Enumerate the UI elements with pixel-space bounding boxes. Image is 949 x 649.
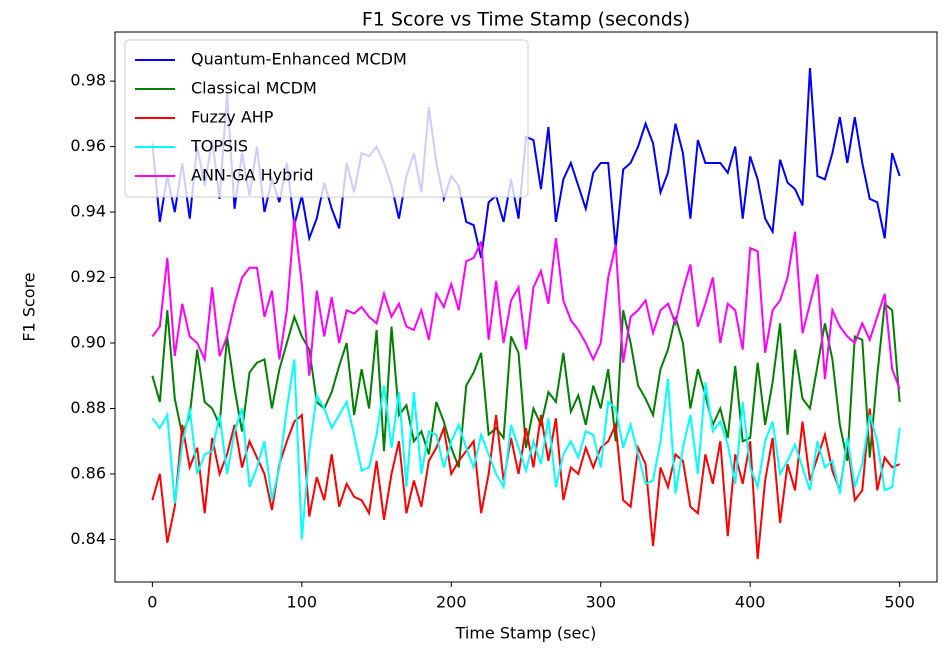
legend: Quantum-Enhanced MCDM Classical MCDM Fuzzy… — [124, 39, 529, 198]
legend-label: ANN-GA Hybrid — [191, 166, 314, 185]
x-tick-label: 300 — [585, 593, 616, 612]
x-tick-label: 500 — [884, 593, 915, 612]
x-axis-label: Time Stamp (sec) — [455, 624, 597, 643]
y-tick-label: 0.98 — [70, 71, 106, 90]
x-tick-label: 200 — [436, 593, 467, 612]
y-tick-label: 0.84 — [70, 529, 106, 548]
legend-label: Classical MCDM — [191, 79, 317, 98]
y-tick-label: 0.96 — [70, 136, 106, 155]
y-tick-label: 0.94 — [70, 202, 106, 221]
y-tick-label: 0.90 — [70, 333, 106, 352]
y-tick-label: 0.86 — [70, 463, 106, 482]
legend-label: Fuzzy AHP — [191, 108, 274, 127]
series-line — [151, 359, 901, 540]
legend-label: Quantum-Enhanced MCDM — [191, 50, 407, 69]
x-tick-label: 100 — [287, 593, 318, 612]
x-tick-label: 400 — [735, 593, 766, 612]
x-tick-label: 0 — [147, 593, 157, 612]
chart-title: F1 Score vs Time Stamp (seconds) — [362, 9, 690, 31]
y-axis-label: F1 Score — [20, 272, 39, 341]
y-tick-label: 0.92 — [70, 267, 106, 286]
series-line — [151, 218, 901, 390]
y-tick-label: 0.88 — [70, 398, 106, 417]
plot-frame — [114, 31, 938, 583]
legend-box — [124, 39, 529, 198]
series-line — [151, 301, 901, 468]
legend-label: TOPSIS — [190, 137, 248, 156]
